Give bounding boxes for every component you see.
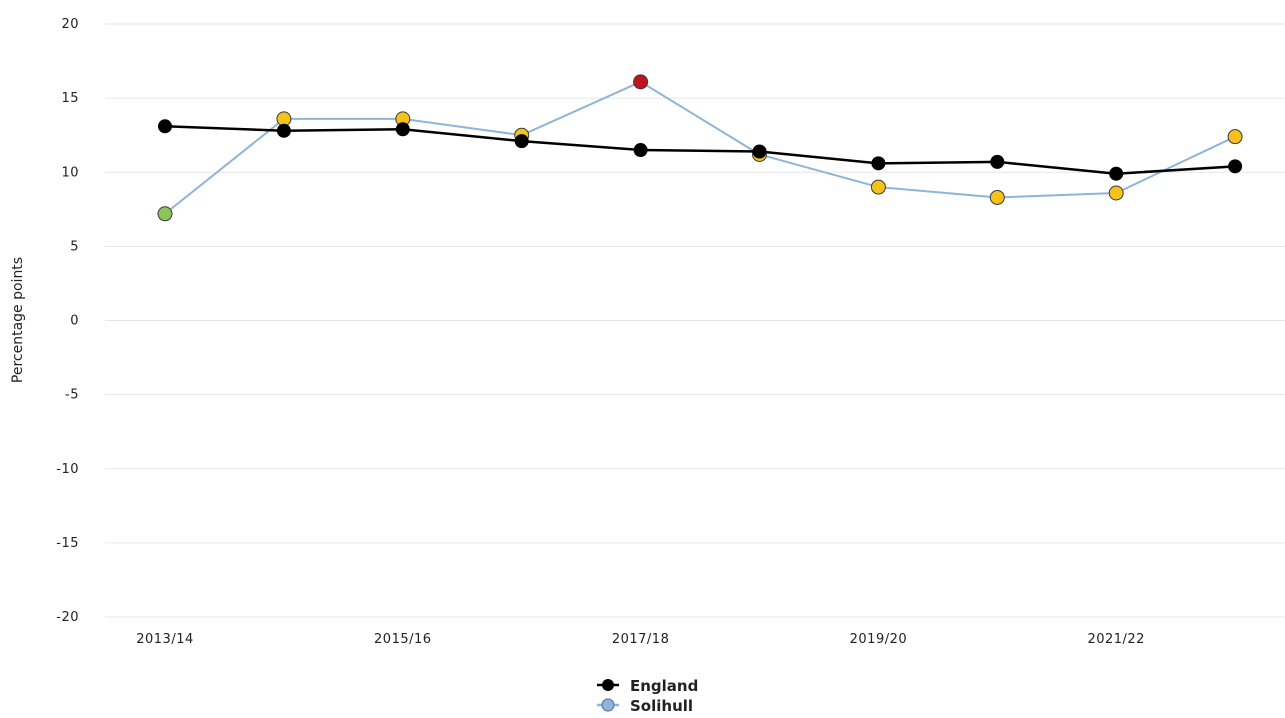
data-point-england-2016-17[interactable] [514, 134, 529, 149]
data-point-solihull-2017-18[interactable] [633, 74, 649, 90]
data-point-england-2022-23[interactable] [1228, 159, 1243, 174]
series-points [157, 74, 1243, 222]
legend-england-marker [602, 679, 614, 691]
data-point-england-2018-19[interactable] [752, 144, 767, 159]
data-point-england-2015-16[interactable] [395, 122, 410, 137]
data-point-england-2013-14[interactable] [158, 119, 172, 134]
x-tick-label: 2019/20 [850, 632, 908, 647]
y-tick-label: -20 [56, 610, 79, 625]
y-axis-title: Percentage points [10, 257, 26, 383]
y-tick-label: 20 [61, 17, 79, 32]
x-tick-label: 2015/16 [374, 632, 432, 647]
y-tick-label: 10 [61, 165, 79, 180]
series-line-solihull [164, 80, 1236, 215]
legend-label-england: England [630, 677, 698, 695]
x-axis-ticks: 2013/14 2015/16 2017/18 2019/20 2021/22 [136, 632, 1145, 647]
gridlines [105, 23, 1285, 618]
legend-item-england[interactable]: England [597, 677, 698, 695]
data-point-solihull-2022-23[interactable] [1227, 129, 1243, 145]
x-tick-label: 2017/18 [612, 632, 670, 647]
data-point-england-2017-18[interactable] [633, 143, 648, 158]
data-point-england-2020-21[interactable] [990, 154, 1005, 169]
data-point-england-2021-22[interactable] [1109, 166, 1124, 181]
data-point-england-2014-15[interactable] [276, 123, 291, 138]
y-tick-label: -15 [56, 536, 79, 551]
y-tick-label: 15 [61, 91, 79, 106]
data-point-solihull-2013-14[interactable] [157, 206, 173, 222]
legend-label-solihull: Solihull [630, 697, 693, 715]
series-line-england [164, 125, 1236, 175]
y-tick-label: -5 [65, 388, 79, 403]
x-tick-label: 2021/22 [1087, 632, 1145, 647]
y-axis-ticks: 20 15 10 5 0 -5 -10 -15 -20 [56, 17, 79, 625]
data-point-solihull-2019-20[interactable] [870, 179, 886, 195]
y-tick-label: -10 [56, 462, 79, 477]
legend-item-solihull[interactable]: Solihull [597, 697, 693, 715]
series-lines [164, 80, 1236, 215]
legend-solihull-marker [601, 698, 615, 712]
y-tick-label: 0 [70, 314, 79, 329]
y-tick-label: 5 [70, 239, 79, 254]
x-tick-label: 2013/14 [136, 632, 194, 647]
data-point-england-2019-20[interactable] [871, 156, 886, 171]
data-point-solihull-2020-21[interactable] [989, 189, 1005, 205]
data-point-solihull-2021-22[interactable] [1108, 185, 1124, 201]
legend: England Solihull [597, 677, 698, 715]
